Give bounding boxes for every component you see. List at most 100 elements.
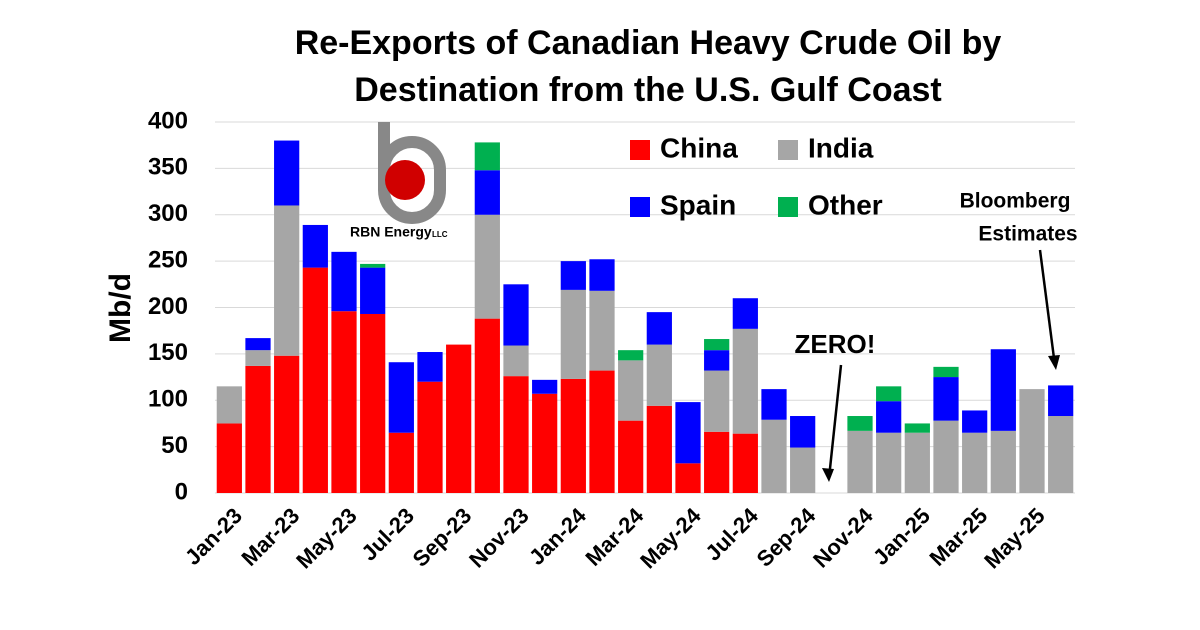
legend-label: China	[660, 132, 738, 163]
bar-segment	[675, 402, 701, 464]
bar-segment	[704, 350, 730, 371]
bar-segment	[388, 362, 414, 433]
bar-segment	[704, 431, 730, 493]
arrow	[827, 364, 843, 479]
bar-segment	[732, 433, 758, 493]
x-tick-label: May-25	[979, 503, 1049, 573]
x-tick-label: Jan-24	[524, 502, 592, 570]
bar-segment	[474, 214, 500, 319]
bar-segment	[417, 381, 443, 493]
bar-segment	[560, 378, 586, 493]
bar-segment	[1048, 385, 1074, 417]
arrow-head	[822, 468, 834, 482]
bar-segment	[933, 420, 959, 493]
bar-segment	[962, 432, 988, 493]
bar-segment	[474, 142, 500, 171]
bar-segment	[904, 432, 930, 493]
bar-segment	[732, 328, 758, 434]
bar-segment	[216, 386, 242, 424]
bar-segment	[503, 345, 529, 377]
y-tick-label: 250	[148, 246, 188, 273]
y-tick-label: 200	[148, 293, 188, 320]
bar-segment	[331, 251, 357, 312]
bar-segment	[274, 205, 300, 356]
bar-segment	[331, 311, 357, 493]
y-tick-label: 0	[175, 478, 188, 505]
legend-swatch	[778, 197, 798, 217]
x-tick-label: Mar-25	[924, 503, 992, 571]
bar-segment	[761, 389, 787, 420]
bar-segment	[618, 420, 644, 493]
annotation: Estimates	[978, 223, 1077, 246]
bar-segment	[245, 350, 271, 366]
chart-title: Destination from the U.S. Gulf Coast	[354, 71, 941, 109]
bar-segment	[1048, 416, 1074, 493]
x-tick-label: May-23	[291, 503, 361, 573]
bar-segment	[933, 377, 959, 421]
y-tick-label: 400	[148, 107, 188, 134]
bar-segment	[1019, 389, 1045, 493]
bar-segment	[417, 352, 443, 382]
bar-segment	[618, 350, 644, 361]
bar-segment	[847, 430, 873, 493]
bar-segment	[761, 419, 787, 493]
bar-segment	[704, 370, 730, 432]
bar-segment	[876, 432, 902, 493]
bar-segment	[962, 410, 988, 433]
bar-segment	[302, 267, 328, 493]
legend-label: India	[808, 132, 874, 163]
bar-segment	[589, 259, 615, 291]
bar-segment	[560, 261, 586, 290]
arrow	[1038, 249, 1057, 367]
annotation: ZERO!	[795, 329, 876, 359]
bar-segment	[245, 338, 271, 351]
bar-segment	[618, 360, 644, 421]
x-tick-label: Jan-23	[180, 503, 247, 570]
bar-segment	[446, 344, 472, 493]
legend-label: Spain	[660, 189, 736, 220]
bar-segment	[216, 423, 242, 493]
y-axis-label: Mb/d	[104, 273, 137, 343]
arrow-head	[1048, 355, 1060, 370]
bar-segment	[732, 298, 758, 329]
bar-segment	[560, 289, 586, 379]
bar-segment	[474, 318, 500, 493]
bar-segment	[904, 423, 930, 433]
logo-pipe	[378, 122, 446, 224]
bar-segment	[704, 339, 730, 351]
bar-segment	[245, 365, 271, 493]
bar-segment	[388, 432, 414, 493]
y-tick-label: 350	[148, 154, 188, 181]
bar-segment	[990, 349, 1016, 431]
bar-segment	[474, 170, 500, 215]
logo-text: RBN Energy	[350, 224, 432, 240]
bar-segment	[589, 370, 615, 493]
bar-segment	[503, 376, 529, 493]
plot: 050100150200250300350400Jan-23Mar-23May-…	[148, 107, 1075, 573]
bar-segment	[646, 405, 672, 493]
x-tick-label: Sep-23	[408, 503, 477, 572]
y-tick-label: 100	[148, 386, 188, 413]
bar-segment	[790, 416, 816, 448]
bar-segment	[990, 430, 1016, 493]
bar-segment	[360, 267, 386, 314]
legend-swatch	[630, 197, 650, 217]
x-tick-label: May-24	[635, 502, 706, 573]
bar-segment	[675, 463, 701, 493]
x-tick-label: Mar-23	[236, 503, 304, 571]
x-tick-label: Jan-25	[868, 503, 935, 570]
bar-segment	[876, 401, 902, 433]
x-tick-label: Nov-23	[464, 503, 534, 573]
x-tick-label: Sep-24	[752, 502, 821, 571]
chart-title: Re-Exports of Canadian Heavy Crude Oil b…	[295, 24, 1002, 62]
legend-label: Other	[808, 189, 883, 220]
bar-segment	[532, 393, 558, 493]
y-tick-label: 150	[148, 339, 188, 366]
y-tick-label: 50	[161, 432, 188, 459]
x-tick-label: Mar-24	[580, 502, 648, 570]
bar-segment	[646, 312, 672, 345]
bar-segment	[589, 290, 615, 371]
bar-segment	[876, 386, 902, 402]
bar-segment	[646, 344, 672, 406]
